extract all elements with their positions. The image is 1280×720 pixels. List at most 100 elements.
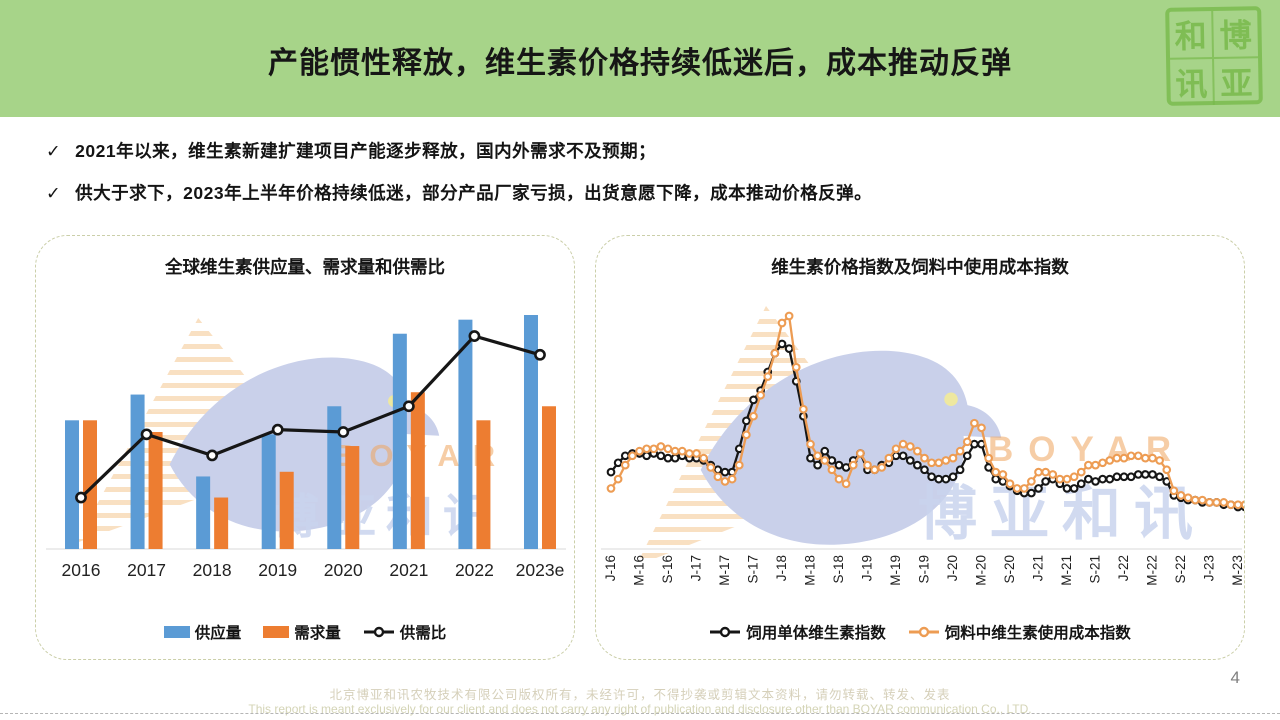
x-tick-label: J-22 bbox=[1116, 555, 1131, 581]
demand-bar-2021 bbox=[410, 392, 425, 549]
right-chart-legend: 饲用单体维生素指数 饲料中维生素使用成本指数 bbox=[596, 621, 1244, 643]
header-banner: 产能惯性释放，维生素价格持续低迷后，成本推动反弹 和 博 讯 亚 bbox=[0, 0, 1280, 117]
x-tick-label: J-16 bbox=[603, 555, 618, 581]
legend-line-marker-icon bbox=[363, 626, 394, 638]
seal-char: 博 bbox=[1213, 10, 1259, 59]
dove-logo-watermark-icon bbox=[700, 350, 1002, 545]
supply-bar-2021 bbox=[392, 333, 407, 549]
supply-bar-2016 bbox=[65, 420, 79, 549]
legend-label: 饲料中维生素使用成本指数 bbox=[944, 625, 1131, 642]
price-index-line-chart: J-16 M-16 S-16 J-17 M-17 S-17 J-18 M-18 S-18 J-19… bbox=[601, 311, 1244, 586]
x-tick-label: M-16 bbox=[632, 555, 647, 586]
supply-bar-2022 bbox=[458, 319, 473, 549]
x-tick-label: M-19 bbox=[888, 555, 903, 586]
legend-label: 需求量 bbox=[294, 625, 341, 642]
x-tick-label: M-20 bbox=[974, 555, 989, 586]
ratio-marker-2021 bbox=[402, 400, 415, 413]
legend-item-vitamin-cost-index: 饲料中维生素使用成本指数 bbox=[908, 621, 1131, 643]
ratio-marker-2022 bbox=[468, 330, 481, 342]
demand-bars bbox=[83, 392, 556, 549]
bottom-dashed-divider bbox=[0, 713, 1280, 714]
legend-swatch-icon bbox=[263, 626, 290, 638]
bullet-text: 供大于求下，2023年上半年价格持续低迷，部分产品厂家亏损，出货意愿下降，成本推… bbox=[75, 183, 873, 203]
legend-item-supply: 供应量 bbox=[163, 621, 242, 643]
ratio-marker-2016 bbox=[75, 491, 87, 504]
legend-label: 饲用单体维生素指数 bbox=[746, 625, 886, 642]
x-tick-label: S-17 bbox=[746, 555, 761, 584]
vitamin-price-index-markers bbox=[606, 339, 1244, 512]
x-tick-label: J-19 bbox=[860, 555, 875, 581]
boyar-text-watermark: BOYAR bbox=[988, 430, 1187, 469]
boyar-cn-text-watermark: 博亚和讯 bbox=[918, 481, 1207, 547]
checkmark-icon: ✓ bbox=[46, 183, 62, 203]
ratio-marker-2019 bbox=[271, 423, 284, 436]
x-tick-label: S-19 bbox=[917, 555, 932, 584]
x-tick-label: S-16 bbox=[660, 555, 675, 584]
legend-label: 供需比 bbox=[399, 625, 447, 642]
demand-bar-2017 bbox=[148, 432, 163, 549]
legend-line-marker-icon bbox=[710, 626, 741, 638]
x-tick-label: M-21 bbox=[1059, 555, 1074, 586]
seal-char: 讯 bbox=[1170, 58, 1215, 106]
demand-bar-2023e bbox=[541, 406, 556, 549]
legend-item-ratio: 供需比 bbox=[363, 621, 447, 643]
x-tick-label: M-22 bbox=[1145, 555, 1160, 586]
x-tick-label: J-20 bbox=[945, 555, 960, 581]
demand-bar-2018 bbox=[214, 497, 229, 549]
legend-swatch-icon bbox=[163, 626, 190, 638]
x-tick-label: S-18 bbox=[831, 555, 846, 584]
x-tick-label: 2023e bbox=[516, 560, 565, 580]
boyar-cn-text-watermark: 博亚和讯 bbox=[272, 490, 500, 543]
x-tick-label: 2022 bbox=[455, 560, 494, 580]
seal-char: 和 bbox=[1169, 11, 1215, 60]
supply-bar-2023e bbox=[523, 315, 538, 549]
ratio-marker-2023e bbox=[534, 348, 546, 361]
x-tick-label: 2021 bbox=[389, 560, 428, 580]
x-tick-label: 2017 bbox=[127, 560, 166, 580]
legend-item-demand: 需求量 bbox=[263, 621, 341, 643]
footer-copyright-cn: 北京博亚和讯农牧技术有限公司版权所有，未经许可，不得抄袭或剪辑文本资料，请勿转载… bbox=[329, 688, 951, 702]
x-tick-label: 2020 bbox=[324, 560, 363, 580]
ratio-line bbox=[79, 334, 541, 499]
supply-demand-chart-card: BOYAR 博亚和讯 全球维生素供应量、需求量和供需比 201620172018… bbox=[35, 235, 575, 660]
right-chart-title: 维生素价格指数及饲料中使用成本指数 bbox=[771, 257, 1069, 277]
bullet-text: 2021年以来，维生素新建扩建项目产能逐步释放，国内外需求不及预期； bbox=[75, 141, 657, 161]
demand-bar-2020 bbox=[345, 446, 360, 549]
x-tick-label: 2018 bbox=[193, 560, 232, 580]
x-tick-label: S-20 bbox=[1002, 555, 1017, 584]
supply-bar-2019 bbox=[261, 434, 276, 549]
supply-bar-2020 bbox=[327, 406, 342, 549]
x-tick-label: M-18 bbox=[803, 555, 818, 586]
slide-title: 产能惯性释放，维生素价格持续低迷后，成本推动反弹 bbox=[268, 47, 1012, 80]
bullet-item: ✓ 供大于求下，2023年上半年价格持续低迷，部分产品厂家亏损，出货意愿下降，成本… bbox=[46, 180, 1246, 205]
x-tick-label: S-21 bbox=[1088, 555, 1103, 584]
x-tick-label: J-17 bbox=[689, 555, 704, 581]
x-tick-label: 2019 bbox=[258, 560, 297, 580]
legend-label: 供应量 bbox=[194, 625, 242, 642]
legend-item-vitamin-price-index: 饲用单体维生素指数 bbox=[709, 621, 886, 643]
bullet-list: ✓ 2021年以来，维生素新建扩建项目产能逐步释放，国内外需求不及预期； ✓ 供大于… bbox=[46, 138, 1246, 222]
price-index-chart-card: BOYAR 博亚和讯 维生素价格指数及饲料中使用成本指数 J-16 M-16 S-1… bbox=[595, 235, 1245, 660]
legend-line-marker-icon bbox=[908, 626, 939, 638]
supply-bar-2018 bbox=[196, 476, 211, 549]
x-tick-label: S-22 bbox=[1173, 555, 1188, 584]
checkmark-icon: ✓ bbox=[46, 141, 62, 161]
supply-demand-bar-chart: 2016 2017 2018 2019 2020 2021 2022 2023e bbox=[46, 315, 566, 580]
x-tick-label: J-21 bbox=[1031, 555, 1046, 581]
demand-bar-2016 bbox=[83, 420, 97, 549]
vitamin-price-index-line bbox=[610, 342, 1244, 509]
supply-bars bbox=[65, 315, 538, 549]
x-tick-label: 2016 bbox=[62, 560, 101, 580]
supply-bar-2017 bbox=[130, 394, 145, 549]
left-chart-title: 全球维生素供应量、需求量和供需比 bbox=[165, 257, 445, 277]
x-tick-label: J-18 bbox=[774, 555, 789, 581]
page-number: 4 bbox=[1230, 668, 1240, 687]
company-seal-logo-icon: 和 博 讯 亚 bbox=[1165, 6, 1263, 106]
bullet-item: ✓ 2021年以来，维生素新建扩建项目产能逐步释放，国内外需求不及预期； bbox=[46, 138, 1246, 163]
footer-copyright-en: This report is meant exclusively for our… bbox=[248, 702, 1032, 716]
x-tick-label: J-23 bbox=[1202, 555, 1217, 581]
demand-bar-2022 bbox=[476, 420, 491, 549]
ratio-marker-2017 bbox=[140, 428, 153, 441]
demand-bar-2019 bbox=[279, 471, 294, 549]
